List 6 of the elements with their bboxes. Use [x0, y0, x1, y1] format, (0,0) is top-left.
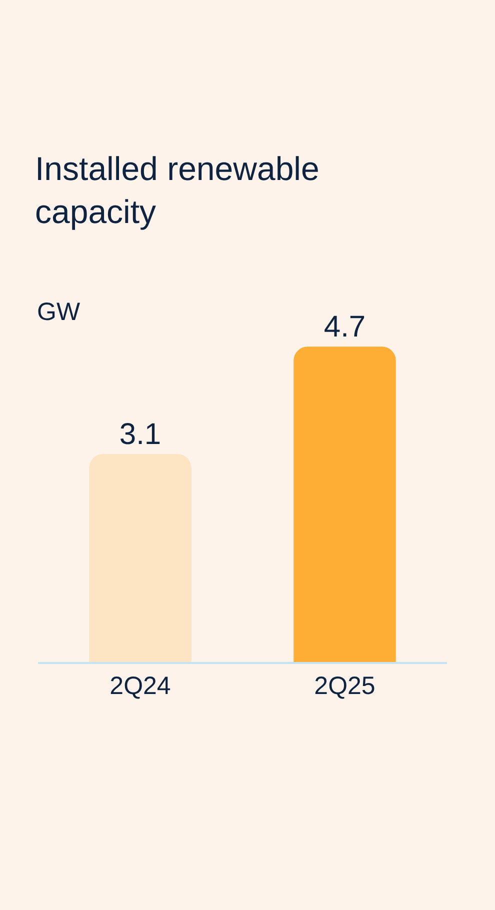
data-label: 4.7: [324, 310, 366, 344]
data-label: 3.1: [119, 418, 162, 451]
chart-title: Installed renewable capacity: [35, 150, 320, 230]
x-tick-label: 2Q24: [110, 672, 171, 700]
x-tick-label: 2Q25: [314, 672, 376, 700]
chart-subtitle: GW: [37, 298, 80, 326]
